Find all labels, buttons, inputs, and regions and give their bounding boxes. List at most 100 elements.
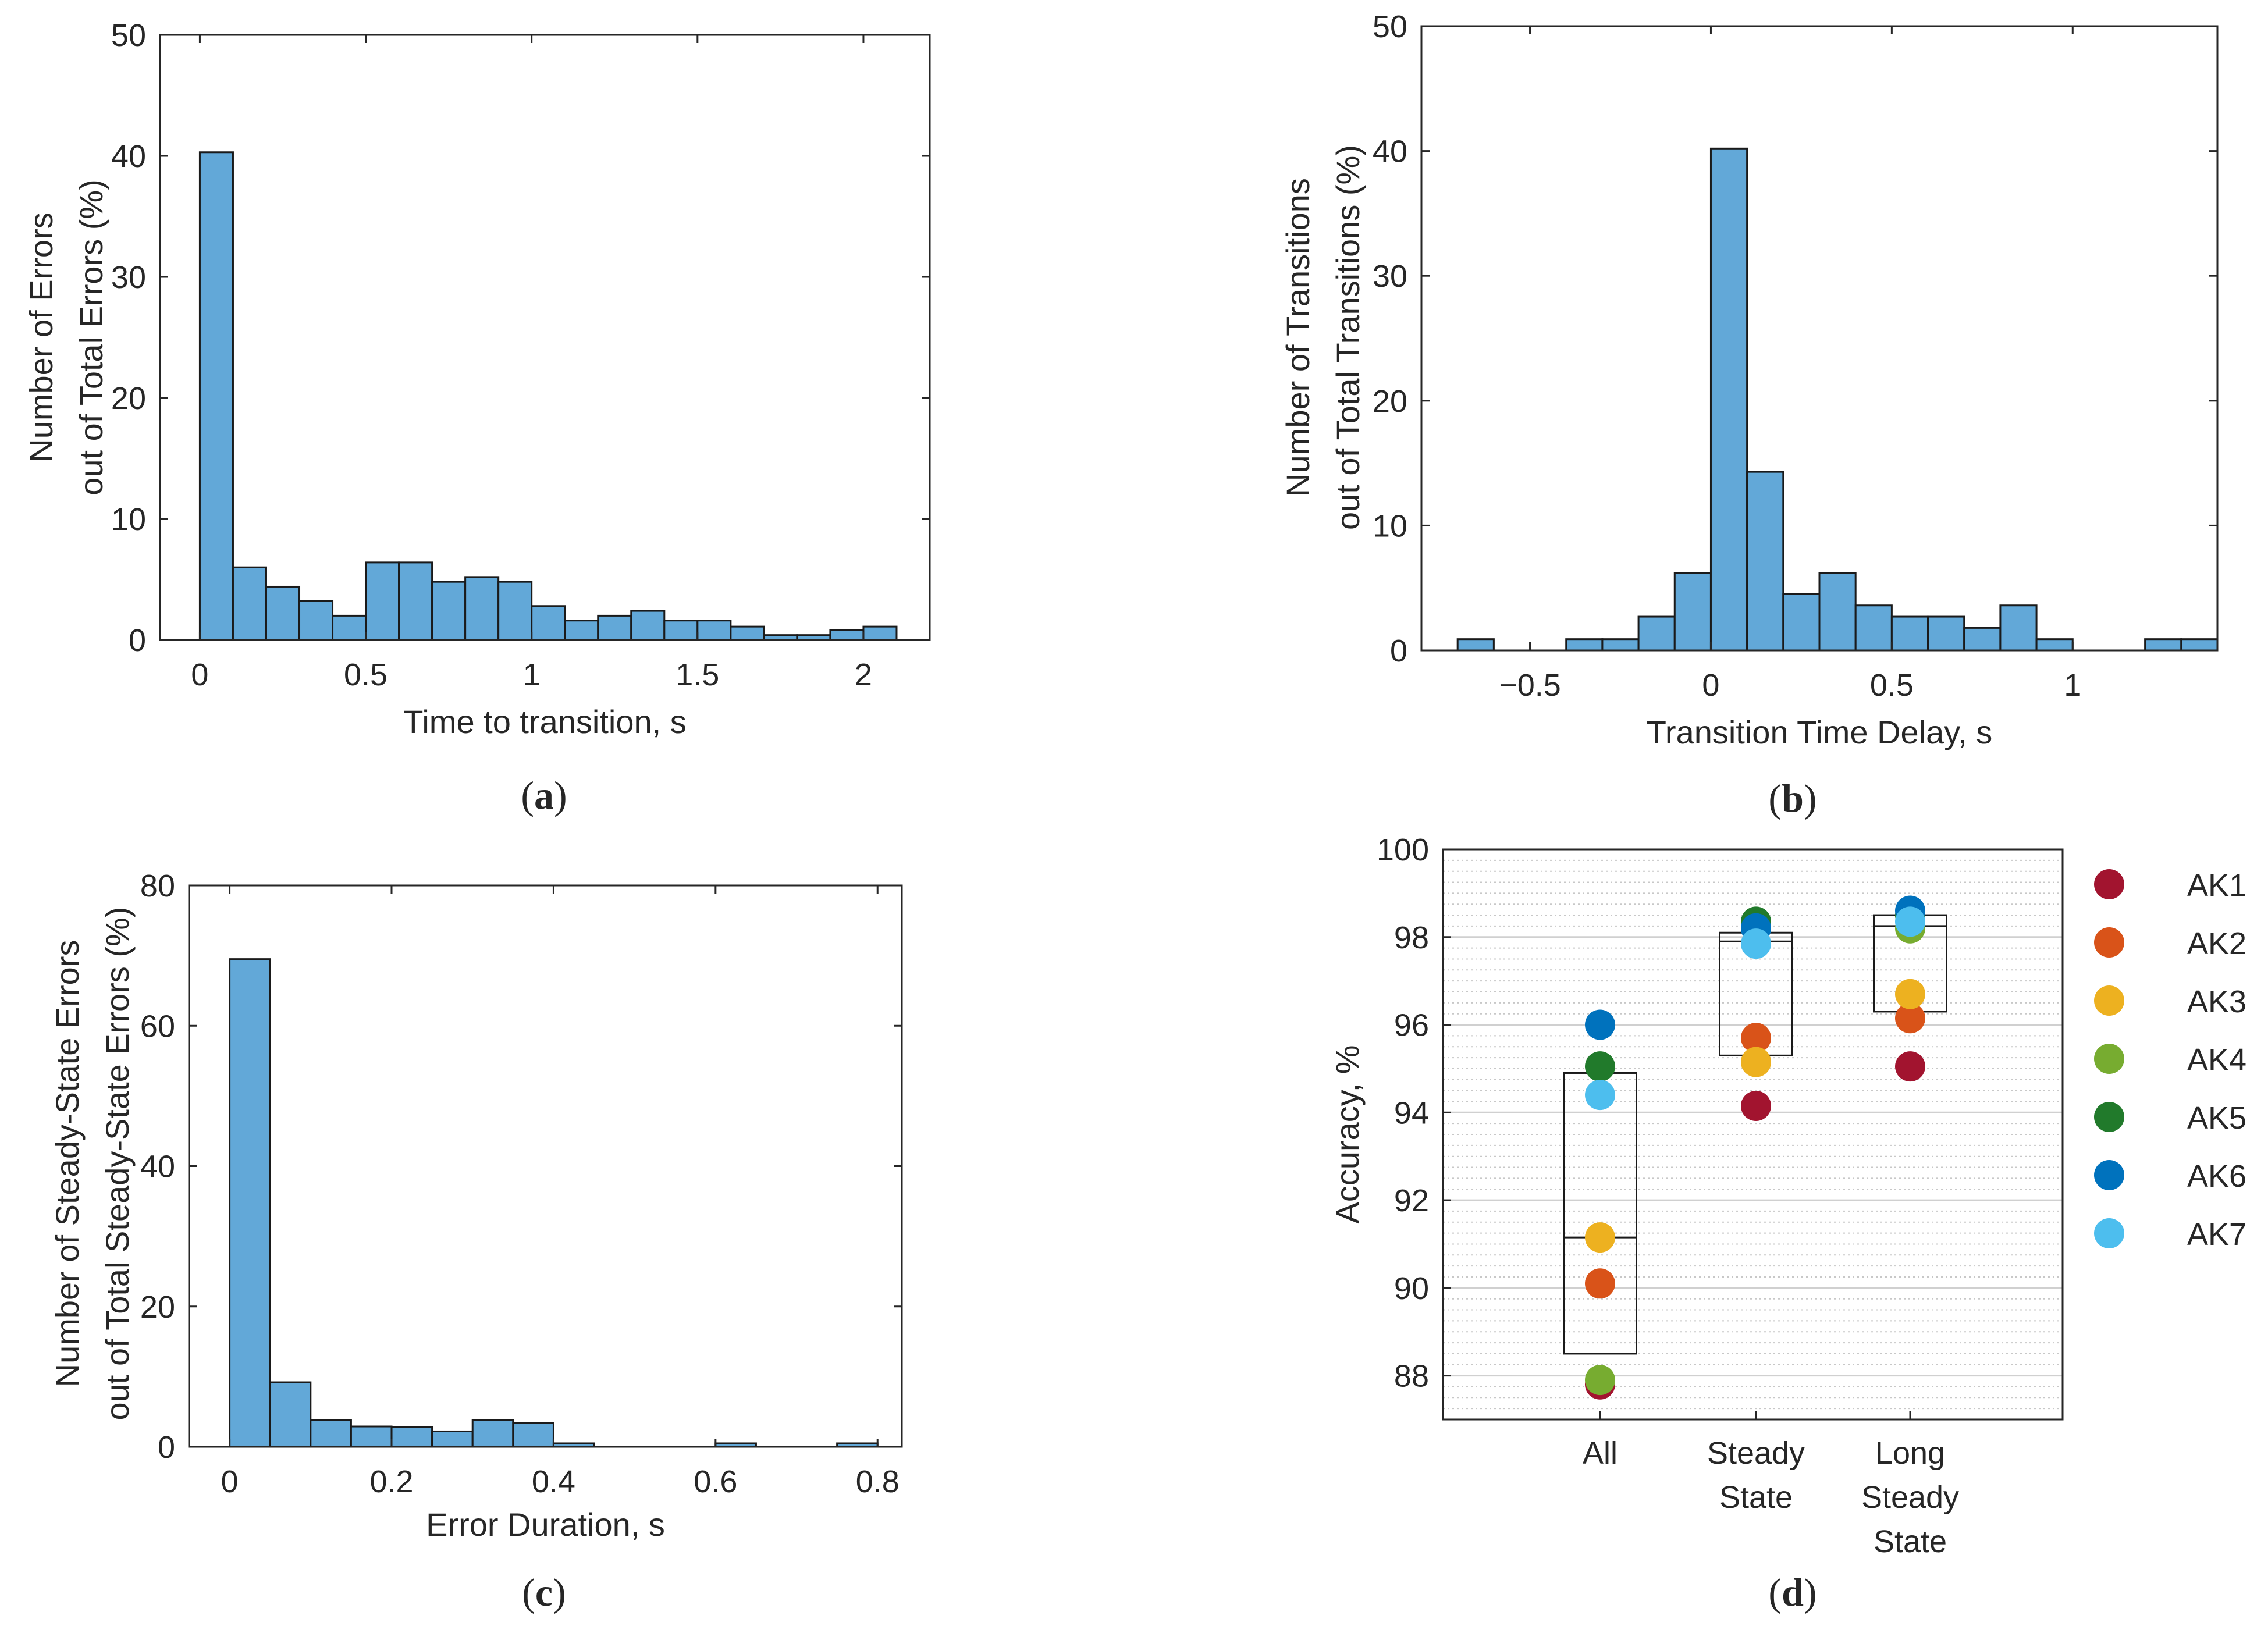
data-point-ak7 <box>1585 1080 1615 1111</box>
legend-marker-ak3 <box>2094 985 2124 1016</box>
legend-label: AK1 <box>2187 868 2246 903</box>
histogram-bar <box>564 620 599 641</box>
legend-marker-ak4 <box>2094 1044 2124 1074</box>
data-point-ak1 <box>1895 1051 1925 1082</box>
histogram-bar <box>730 625 765 641</box>
y-tick-label: 88 <box>1394 1359 1429 1394</box>
data-point-ak3 <box>1585 1222 1615 1253</box>
histogram-bar <box>398 561 433 641</box>
y-tick-label: 40 <box>1373 134 1407 169</box>
y-tick-label: 98 <box>1394 920 1429 955</box>
y-tick-label: 40 <box>111 139 146 174</box>
legend-label: AK5 <box>2187 1101 2246 1136</box>
histogram-bar <box>696 620 732 641</box>
y-tick-label: 92 <box>1394 1183 1429 1218</box>
data-point-ak1 <box>1741 1091 1771 1121</box>
x-tick-label: 0.4 <box>532 1464 575 1499</box>
legend-marker-ak6 <box>2094 1160 2124 1190</box>
histogram-bar <box>464 576 500 641</box>
y-tick-label: 80 <box>140 869 175 903</box>
y-tick-label: 90 <box>1394 1271 1429 1306</box>
x-tick-label: 0.8 <box>856 1464 900 1499</box>
histogram-bar <box>1565 638 1604 652</box>
x-tick-label: 1 <box>523 657 541 692</box>
histogram-bar <box>310 1419 352 1448</box>
panel-label: (d) <box>1768 1570 1816 1614</box>
histogram-bar <box>365 561 400 641</box>
legend-label: AK7 <box>2187 1217 2246 1252</box>
histogram-bar <box>512 1422 554 1448</box>
histogram-bar <box>1927 615 1965 652</box>
y-tick-label: 94 <box>1394 1095 1429 1130</box>
data-point-ak7 <box>1741 928 1771 959</box>
data-point-ak3 <box>1895 979 1925 1009</box>
x-tick-label: 0.5 <box>1870 668 1914 703</box>
y-tick-label: 0 <box>158 1430 175 1465</box>
y-axis-label: Accuracy, % <box>1329 1045 1366 1223</box>
histogram-bar <box>2144 638 2182 652</box>
data-point-ak2 <box>1585 1268 1615 1299</box>
histogram-bar <box>1746 471 1784 652</box>
y-tick-label: 96 <box>1394 1008 1429 1043</box>
x-category-label: Long <box>1875 1436 1945 1471</box>
histogram-bar <box>332 614 367 641</box>
box-iqr <box>1563 1072 1637 1355</box>
histogram-bar <box>1709 147 1748 652</box>
x-axis-label: Time to transition, s <box>403 703 687 740</box>
y-tick-label: 50 <box>1373 9 1407 44</box>
data-point-ak2 <box>1741 1023 1771 1054</box>
panel-label: (a) <box>521 773 567 817</box>
histogram-bar <box>390 1426 433 1448</box>
axes-box <box>188 884 903 1448</box>
x-axis-label: Transition Time Delay, s <box>1647 714 1992 750</box>
histogram-bar <box>2035 638 2074 652</box>
histogram-bar <box>1637 615 1676 652</box>
x-tick-label: 0.6 <box>694 1464 737 1499</box>
legend-label: AK4 <box>2187 1043 2246 1077</box>
histogram-bar <box>298 600 334 641</box>
panel-d-accuracy-plot: 88 90 92 94 96 98 100 All Steady State Long Steady S… <box>1329 832 2246 1614</box>
y-tick-label: 100 <box>1377 832 1429 867</box>
histogram-bar <box>1999 604 2038 652</box>
x-tick-label: 0 <box>221 1464 239 1499</box>
x-category-label: State <box>1874 1524 1947 1559</box>
histogram-bar <box>630 610 666 641</box>
x-tick-label: 0 <box>1702 668 1719 703</box>
legend-marker-ak2 <box>2094 927 2124 958</box>
histogram-bar <box>1890 615 1929 652</box>
y-axis-label-line: out of Total Transitions (%) <box>1329 145 1366 530</box>
axes-box <box>1420 25 2219 652</box>
histogram-bar <box>350 1425 393 1448</box>
x-tick-label: 0 <box>191 657 208 692</box>
x-tick-label: 0.2 <box>369 1464 413 1499</box>
y-tick-label: 40 <box>140 1150 175 1184</box>
x-category-label: Steady <box>1861 1480 1959 1515</box>
panel-label: (b) <box>1768 776 1816 820</box>
histogram-bar <box>229 958 271 1448</box>
y-tick-label: 60 <box>140 1009 175 1044</box>
histogram-bar <box>1601 638 1640 652</box>
histogram-bar <box>2180 638 2219 652</box>
y-axis-label-line: Number of Steady-State Errors <box>49 940 86 1387</box>
y-axis-label-line: out of Total Steady-State Errors (%) <box>99 907 136 1421</box>
histogram-bar <box>198 151 234 641</box>
histogram-bar <box>431 581 467 641</box>
x-tick-label: 1.5 <box>676 657 719 692</box>
histogram-bar <box>265 585 301 641</box>
histogram-bar <box>1673 572 1712 652</box>
y-tick-label: 20 <box>140 1290 175 1325</box>
histogram-bar <box>471 1419 514 1448</box>
data-point-ak4 <box>1585 1365 1615 1396</box>
legend-label: AK2 <box>2187 926 2246 961</box>
histogram-bar <box>1818 572 1857 652</box>
legend-marker-ak1 <box>2094 869 2124 899</box>
y-axis-label-line: Number of Transitions <box>1279 178 1316 497</box>
histogram-bar <box>497 581 533 641</box>
panel-c-histogram: 0 0.2 0.4 0.6 0.8 0 20 40 60 80 Error Duration, s N… <box>49 869 903 1614</box>
histogram-bar <box>1456 638 1495 652</box>
x-axis-label: Error Duration, s <box>426 1506 665 1543</box>
x-category-label: All <box>1583 1436 1618 1471</box>
x-tick-label: 2 <box>855 657 872 692</box>
